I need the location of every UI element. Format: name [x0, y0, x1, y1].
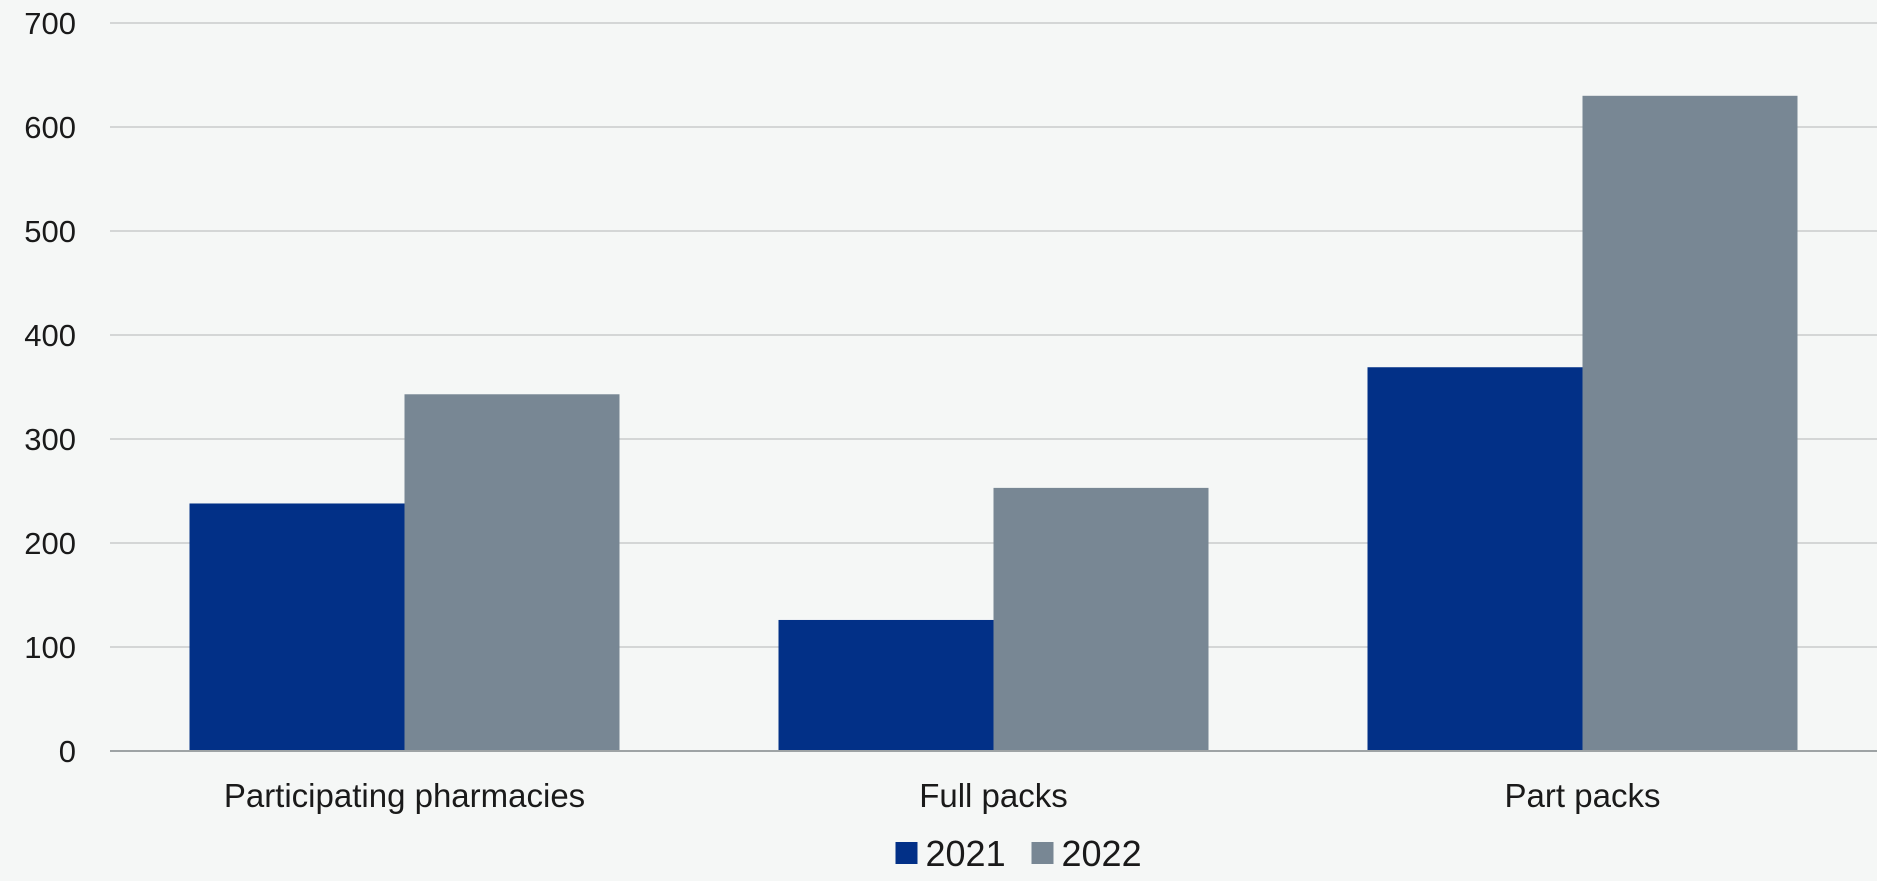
legend-item-2021: 2021: [895, 833, 1006, 874]
legend-label: 2022: [1062, 833, 1142, 874]
x-category-label: Full packs: [919, 777, 1068, 814]
legend: 2021 2022: [895, 833, 1142, 874]
bars: [189, 95, 1798, 752]
bar-2021: [189, 503, 405, 751]
y-tick-label: 700: [24, 6, 76, 41]
legend-item-2022: 2022: [1031, 833, 1142, 874]
bar-2022: [1582, 95, 1798, 752]
x-category-label: Participating pharmacies: [224, 777, 585, 814]
bar-2021: [778, 619, 994, 751]
y-tick-label: 0: [59, 734, 76, 769]
y-tick-label: 300: [24, 422, 76, 457]
y-axis-ticks: 0 100 200 300 400 500 600 700: [24, 6, 76, 769]
y-tick-label: 500: [24, 214, 76, 249]
bar-2022: [404, 394, 620, 751]
legend-label: 2021: [926, 833, 1006, 874]
y-tick-label: 400: [24, 318, 76, 353]
legend-swatch: [895, 842, 918, 864]
y-tick-label: 600: [24, 110, 76, 145]
y-tick-label: 100: [24, 630, 76, 665]
y-tick-label: 200: [24, 526, 76, 561]
bar-2021: [1367, 367, 1583, 751]
bar-2022: [993, 487, 1209, 751]
legend-swatch: [1031, 842, 1054, 864]
x-category-label: Part packs: [1505, 777, 1661, 814]
x-axis-labels: Participating pharmacies Full packs Part p…: [224, 777, 1661, 814]
